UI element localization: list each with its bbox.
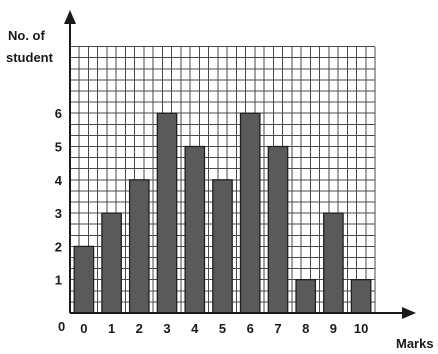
x-tick-label-7: 7 — [274, 321, 281, 336]
labels: No. of student Marks 0 0 1 2 3 4 5 6 7 8 9 10 1 2 3 4 5… — [6, 28, 434, 351]
axes — [64, 10, 416, 319]
x-tick-label-0: 0 — [80, 321, 87, 336]
bar-1 — [101, 212, 122, 314]
bars — [73, 112, 372, 314]
bar-4 — [184, 145, 206, 314]
x-tick-label-2: 2 — [136, 321, 143, 336]
bar-2 — [128, 179, 150, 314]
y-tick-label-5: 5 — [55, 140, 62, 155]
y-axis-title-line-1: No. of — [8, 28, 45, 43]
bar-6 — [239, 112, 261, 314]
y-axis-title-line-2: student — [6, 50, 54, 65]
y-tick-label-3: 3 — [55, 206, 62, 221]
y-tick-label-1: 1 — [55, 273, 62, 288]
y-tick-label-6: 6 — [55, 106, 62, 121]
x-tick-label-1: 1 — [108, 321, 115, 336]
bar-3 — [156, 112, 178, 314]
x-tick-label-5: 5 — [219, 321, 226, 336]
x-tick-label-3: 3 — [163, 321, 170, 336]
x-tick-label-8: 8 — [302, 321, 309, 336]
x-tick-label-9: 9 — [330, 321, 337, 336]
x-axis-title: Marks — [396, 336, 434, 351]
x-axis-arrow-icon — [402, 307, 416, 319]
bar-5 — [212, 179, 233, 314]
x-tick-label-6: 6 — [247, 321, 254, 336]
y-tick-label-2: 2 — [55, 239, 62, 254]
y-axis-arrow-icon — [64, 10, 76, 24]
x-tick-label-4: 4 — [191, 321, 199, 336]
bar-8 — [295, 279, 317, 314]
origin-label: 0 — [58, 319, 65, 334]
y-tick-label-4: 4 — [55, 173, 63, 188]
x-tick-label-10: 10 — [354, 321, 368, 336]
bar-10 — [350, 279, 372, 314]
bar-9 — [323, 212, 344, 314]
bar-7 — [267, 145, 289, 314]
bar-0 — [73, 245, 95, 314]
